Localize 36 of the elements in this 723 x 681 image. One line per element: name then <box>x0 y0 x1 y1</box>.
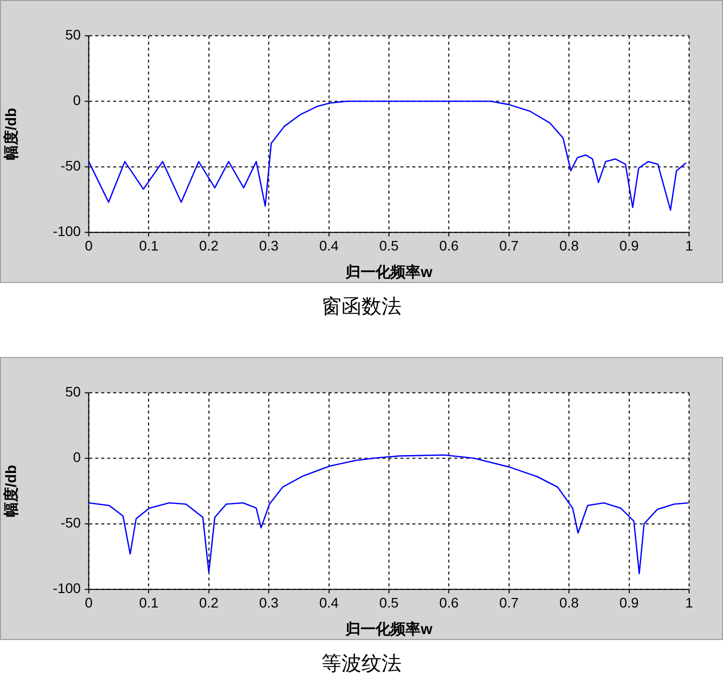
y-tick-label: 0 <box>73 449 82 466</box>
y-tick-label: 50 <box>65 384 82 400</box>
text: 窗函数法 <box>320 295 402 319</box>
y-tick-label: -100 <box>52 223 82 240</box>
x-tick-label: 0.4 <box>319 238 339 254</box>
y-tick-label: -100 <box>52 580 82 596</box>
x-tick-label: 1 <box>685 594 694 610</box>
x-tick-label: 0.4 <box>319 594 339 610</box>
y-tick-label: -50 <box>60 158 82 174</box>
x-tick-label: 0.8 <box>559 594 579 610</box>
y-tick-label: 50 <box>65 26 82 43</box>
text: 等波纹法 <box>320 652 402 676</box>
x-axis-title: 归一化频率w <box>344 620 433 638</box>
x-tick-label: 0.5 <box>379 594 399 610</box>
x-tick-label: 0.3 <box>259 594 279 610</box>
x-tick-label: 0.1 <box>139 238 159 254</box>
x-axis-title: 归一化频率w <box>344 263 433 282</box>
x-tick-label: 0.2 <box>199 238 219 254</box>
x-tick-label: 1 <box>685 238 694 254</box>
x-tick-label: 0.5 <box>379 238 399 254</box>
x-tick-label: 0.7 <box>499 594 519 610</box>
x-tick-label: 0 <box>84 594 93 610</box>
x-tick-label: 0.9 <box>619 594 640 610</box>
y-axis-title: 幅度/db <box>2 464 20 518</box>
y-axis-title: 幅度/db <box>2 108 20 160</box>
x-tick-label: 0.3 <box>259 238 279 254</box>
x-tick-label: 0.1 <box>139 594 159 610</box>
y-tick-label: -50 <box>60 514 82 531</box>
x-tick-label: 0.6 <box>439 238 459 254</box>
y-tick-label: 0 <box>73 92 82 108</box>
x-tick-label: 0.6 <box>439 594 459 610</box>
x-tick-label: 0.8 <box>559 238 579 254</box>
x-tick-label: 0.9 <box>619 238 640 254</box>
x-tick-label: 0.2 <box>199 594 219 610</box>
x-tick-label: 0.7 <box>499 238 519 254</box>
x-tick-label: 0 <box>84 238 93 254</box>
